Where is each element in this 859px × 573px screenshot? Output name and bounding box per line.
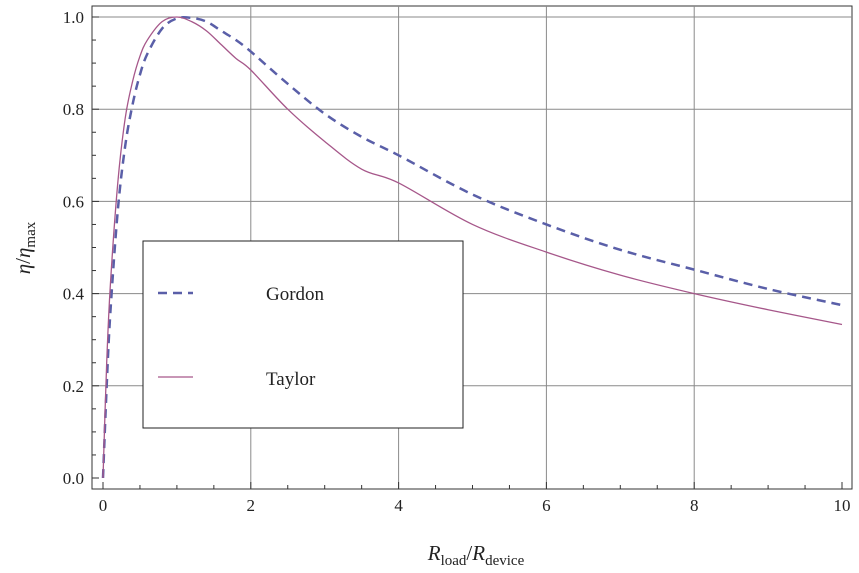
- x-axis-label: Rload/Rdevice: [427, 541, 525, 569]
- y-tick-label-0: 0.0: [63, 469, 84, 488]
- legend: Gordon Taylor: [142, 240, 464, 429]
- tick-labels: 0 2 4 6 8 10 0.0 0.2 0.4 0.6 0.8 1.0: [63, 8, 851, 515]
- y-tick-label-1: 1.0: [63, 8, 84, 27]
- legend-label-gordon: Gordon: [266, 284, 325, 305]
- x-tick-label-8: 8: [690, 496, 699, 515]
- series-line-taylor: [102, 16, 843, 479]
- y-tick-label-0.2: 0.2: [63, 377, 84, 396]
- ticks: [92, 16, 843, 489]
- x-tick-label-0: 0: [99, 496, 108, 515]
- y-tick-label-0.8: 0.8: [63, 100, 84, 119]
- series-layer: [101, 16, 843, 479]
- legend-box: [142, 240, 464, 429]
- x-tick-label-4: 4: [394, 496, 403, 515]
- legend-label-taylor: Taylor: [266, 369, 316, 390]
- x-tick-label-2: 2: [247, 496, 256, 515]
- x-tick-label-10: 10: [834, 496, 851, 515]
- y-axis-label: η/ηmax: [11, 221, 39, 274]
- y-tick-label-0.4: 0.4: [63, 285, 85, 304]
- x-tick-label-6: 6: [542, 496, 551, 515]
- y-tick-label-0.6: 0.6: [63, 192, 84, 211]
